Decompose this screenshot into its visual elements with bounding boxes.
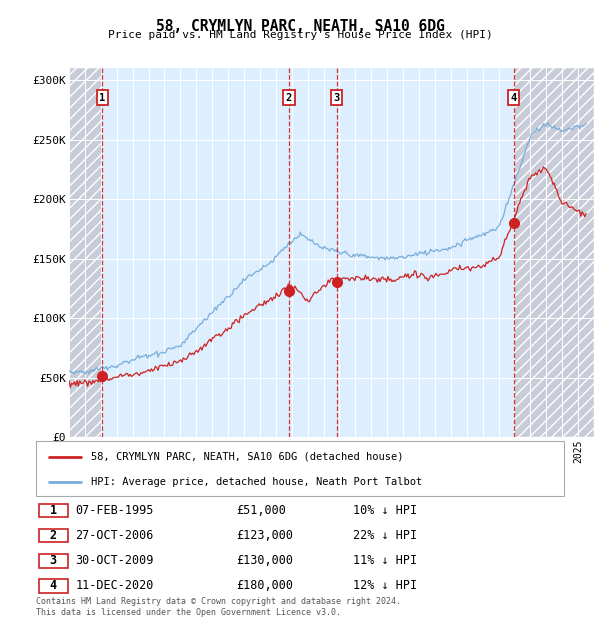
Text: 11% ↓ HPI: 11% ↓ HPI bbox=[353, 554, 417, 567]
Text: 2: 2 bbox=[50, 529, 57, 542]
Text: HPI: Average price, detached house, Neath Port Talbot: HPI: Average price, detached house, Neat… bbox=[91, 477, 422, 487]
Text: 27-OCT-2006: 27-OCT-2006 bbox=[76, 529, 154, 542]
Text: 58, CRYMLYN PARC, NEATH, SA10 6DG: 58, CRYMLYN PARC, NEATH, SA10 6DG bbox=[155, 19, 445, 33]
Text: £180,000: £180,000 bbox=[236, 579, 293, 592]
Text: Price paid vs. HM Land Registry's House Price Index (HPI): Price paid vs. HM Land Registry's House … bbox=[107, 30, 493, 40]
Text: £51,000: £51,000 bbox=[236, 504, 287, 517]
FancyBboxPatch shape bbox=[38, 503, 68, 517]
Text: 1: 1 bbox=[99, 93, 106, 103]
Text: £130,000: £130,000 bbox=[236, 554, 293, 567]
Text: 12% ↓ HPI: 12% ↓ HPI bbox=[353, 579, 417, 592]
Text: 3: 3 bbox=[50, 554, 57, 567]
Bar bbox=[514, 68, 594, 437]
FancyBboxPatch shape bbox=[38, 579, 68, 593]
Bar bbox=[69, 68, 103, 437]
FancyBboxPatch shape bbox=[38, 554, 68, 567]
Text: 11-DEC-2020: 11-DEC-2020 bbox=[76, 579, 154, 592]
Text: 4: 4 bbox=[511, 93, 517, 103]
Text: 3: 3 bbox=[334, 93, 340, 103]
Text: 1: 1 bbox=[50, 504, 57, 517]
Text: £123,000: £123,000 bbox=[236, 529, 293, 542]
Text: 58, CRYMLYN PARC, NEATH, SA10 6DG (detached house): 58, CRYMLYN PARC, NEATH, SA10 6DG (detac… bbox=[91, 452, 404, 462]
Text: 4: 4 bbox=[50, 579, 57, 592]
Text: 30-OCT-2009: 30-OCT-2009 bbox=[76, 554, 154, 567]
Text: 10% ↓ HPI: 10% ↓ HPI bbox=[353, 504, 417, 517]
Bar bbox=[69, 68, 103, 437]
Text: 2: 2 bbox=[286, 93, 292, 103]
Text: 07-FEB-1995: 07-FEB-1995 bbox=[76, 504, 154, 517]
Text: 22% ↓ HPI: 22% ↓ HPI bbox=[353, 529, 417, 542]
Text: Contains HM Land Registry data © Crown copyright and database right 2024.
This d: Contains HM Land Registry data © Crown c… bbox=[36, 598, 401, 617]
Bar bbox=[514, 68, 594, 437]
FancyBboxPatch shape bbox=[36, 441, 564, 496]
FancyBboxPatch shape bbox=[38, 529, 68, 542]
